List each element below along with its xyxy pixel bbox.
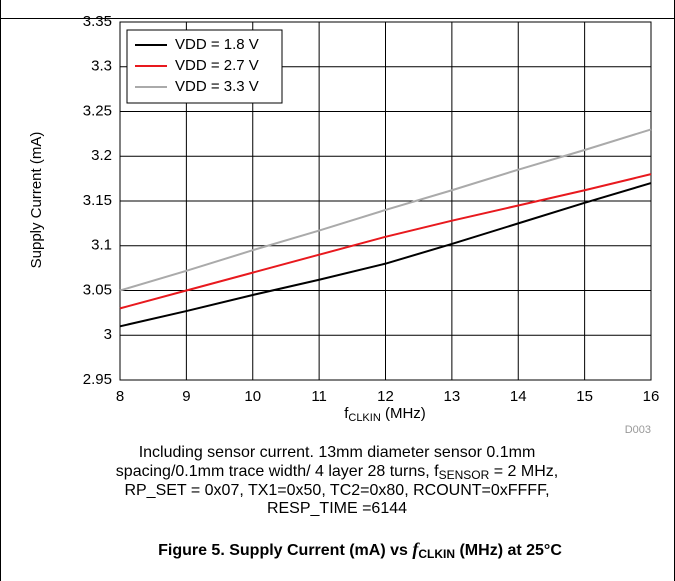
legend-label: VDD = 1.8 V xyxy=(175,36,259,53)
series-line xyxy=(119,128,652,292)
figure-title-part: (MHz) at 25°C xyxy=(455,542,562,559)
caption-part: = 2 MHz, xyxy=(489,463,558,480)
series-line xyxy=(119,182,652,328)
series-line xyxy=(119,173,652,310)
figure-title-part: f xyxy=(412,539,420,559)
y-tick-label: 3.05 xyxy=(83,281,112,298)
y-tick-label: 3.3 xyxy=(91,58,112,75)
y-tick-label: 3.25 xyxy=(83,102,112,119)
caption: RP_SET = 0x07, TX1=0x50, TC2=0x80, RCOUN… xyxy=(124,482,549,499)
caption: RESP_TIME =6144 xyxy=(267,500,407,517)
x-label-rest: (MHz) xyxy=(381,405,426,422)
x-tick-label: 13 xyxy=(444,388,461,405)
x-tick-label: 16 xyxy=(643,388,660,405)
x-tick-label: 14 xyxy=(510,388,527,405)
caption-sub: SENSOR xyxy=(439,468,490,482)
caption: Including sensor current. 13mm diameter … xyxy=(139,444,536,461)
note: D003 xyxy=(625,424,651,436)
caption-part: spacing/0.1mm trace width/ 4 layer 28 tu… xyxy=(116,463,439,480)
y-tick-label: 3.1 xyxy=(91,237,112,254)
legend-label: VDD = 2.7 V xyxy=(175,57,259,74)
figure-title-part: Figure 5. Supply Current (mA) vs xyxy=(158,542,412,559)
y-tick-label: 3.15 xyxy=(83,192,112,209)
x-label-main: f xyxy=(344,405,349,422)
plot-frame xyxy=(119,21,652,381)
x-label-sub: CLKIN xyxy=(348,412,380,424)
caption: spacing/0.1mm trace width/ 4 layer 28 tu… xyxy=(116,463,558,482)
y-tick-label: 2.95 xyxy=(83,371,112,388)
figure-title-sub: CLKIN xyxy=(418,547,455,561)
y-axis-label: Supply Current (mA) xyxy=(28,132,45,269)
x-tick-label: 10 xyxy=(244,388,261,405)
x-tick-label: 11 xyxy=(311,388,327,405)
y-tick-label: 3.35 xyxy=(83,13,112,30)
x-tick-label: 9 xyxy=(182,388,190,405)
x-axis-label: fCLKIN (MHz) xyxy=(344,405,426,424)
figure-title: Figure 5. Supply Current (mA) vs fCLKIN … xyxy=(158,539,562,561)
y-tick-label: 3 xyxy=(104,326,112,343)
x-tick-label: 12 xyxy=(377,388,394,405)
y-tick-label: 3.2 xyxy=(91,147,112,164)
legend-label: VDD = 3.3 V xyxy=(175,78,259,95)
x-tick-label: 8 xyxy=(116,388,124,405)
x-tick-label: 15 xyxy=(576,388,593,405)
